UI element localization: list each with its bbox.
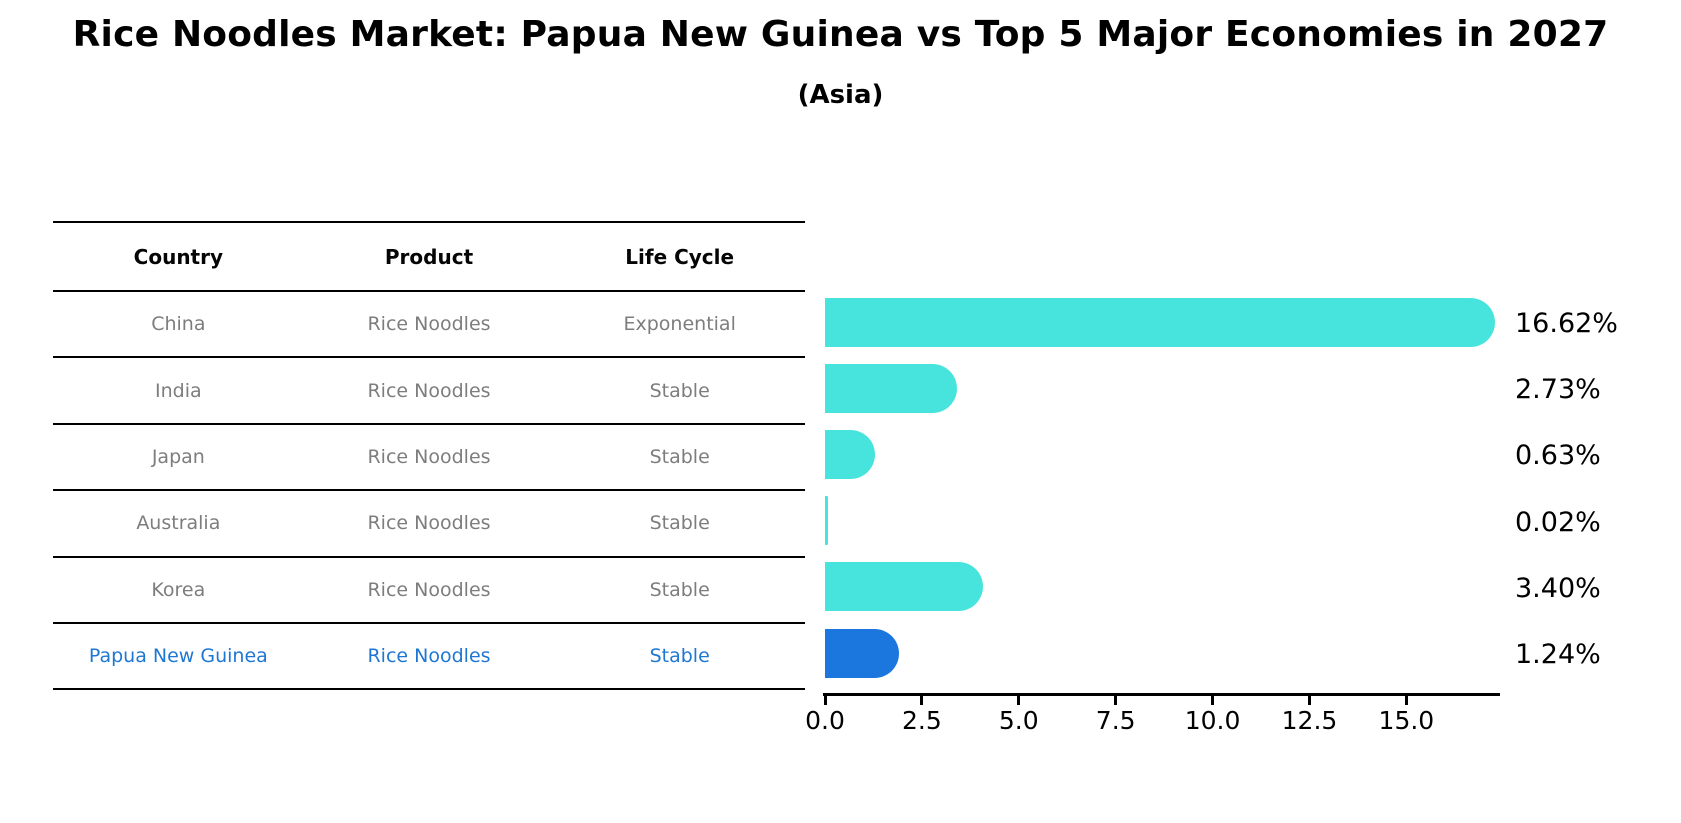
x-axis-tick <box>920 696 924 705</box>
bar-value-label-china: 16.62% <box>1515 308 1618 339</box>
column-header-life-cycle: Life Cycle <box>625 244 735 269</box>
table-row-china: China Rice Noodles Exponential <box>53 292 805 359</box>
bar-value-label-korea: 3.40% <box>1515 572 1601 604</box>
column-header-product: Product <box>384 244 474 269</box>
x-axis-tick <box>1211 696 1215 705</box>
bar-korea <box>825 562 983 612</box>
x-axis-tick-label: 10.0 <box>1184 706 1241 735</box>
bar-australia <box>825 496 828 546</box>
table-row-korea: Korea Rice Noodles Stable <box>53 558 805 624</box>
column-header-country: Country <box>133 244 224 269</box>
bar-japan <box>825 429 876 479</box>
cell-life-cycle: Stable <box>649 379 710 402</box>
x-axis-tick <box>1404 696 1408 705</box>
cell-product: Rice Noodles <box>367 578 491 601</box>
cell-country: Australia <box>136 512 221 535</box>
x-axis-tick <box>823 696 827 705</box>
chart-title: Rice Noodles Market: Papua New Guinea vs… <box>72 14 1609 55</box>
bar-value-label-india: 2.73% <box>1515 374 1601 406</box>
cell-product: Rice Noodles <box>367 645 491 668</box>
cell-life-cycle: Stable <box>649 512 710 535</box>
cell-product: Rice Noodles <box>367 445 491 468</box>
table-row-india: India Rice Noodles Stable <box>53 358 805 425</box>
x-axis-tick-label: 12.5 <box>1281 706 1338 735</box>
x-axis-tick <box>1114 696 1118 705</box>
cell-product: Rice Noodles <box>367 512 491 535</box>
table-row-papua-new-guinea: Papua New Guinea Rice Noodles Stable <box>53 624 805 691</box>
x-axis-tick-label: 2.5 <box>902 706 942 735</box>
bar-india <box>825 363 957 413</box>
table-row-australia: Australia Rice Noodles Stable <box>53 491 805 558</box>
bar-value-label-australia: 0.02% <box>1515 506 1601 538</box>
cell-life-cycle: Exponential <box>623 313 736 336</box>
bar-value-label-japan: 0.63% <box>1515 440 1601 472</box>
table-row-japan: Japan Rice Noodles Stable <box>53 425 805 492</box>
cell-product: Rice Noodles <box>367 313 491 336</box>
bar-china <box>825 297 1496 347</box>
x-axis-tick-label: 7.5 <box>1095 706 1136 735</box>
bar-value-label-papua-new-guinea: 1.24% <box>1515 639 1601 670</box>
cell-product: Rice Noodles <box>367 379 491 402</box>
comparison-table: Country Product Life Cycle China Rice Noo… <box>53 221 805 691</box>
x-axis-tick <box>1017 696 1021 705</box>
cell-life-cycle: Stable <box>649 645 710 668</box>
x-axis-tick-label: 15.0 <box>1378 706 1435 735</box>
cell-life-cycle: Stable <box>649 578 710 601</box>
cell-country: Japan <box>151 445 205 468</box>
table-body: China Rice Noodles Exponential India Rice No… <box>53 292 805 691</box>
cell-life-cycle: Stable <box>649 445 710 468</box>
x-axis-tick-label: 5.0 <box>998 706 1039 735</box>
cell-country: Korea <box>151 578 206 601</box>
x-axis-tick-label: 0.0 <box>805 706 845 735</box>
x-axis-line <box>823 693 1500 696</box>
chart-subtitle: (Asia) <box>797 80 884 110</box>
x-axis-tick <box>1308 696 1311 705</box>
cell-country: China <box>151 313 206 336</box>
cell-country: Papua New Guinea <box>88 645 268 668</box>
table-header-row: Country Product Life Cycle <box>53 223 805 292</box>
bar-papua-new-guinea-highlight <box>825 628 900 678</box>
cell-country: India <box>155 379 202 402</box>
